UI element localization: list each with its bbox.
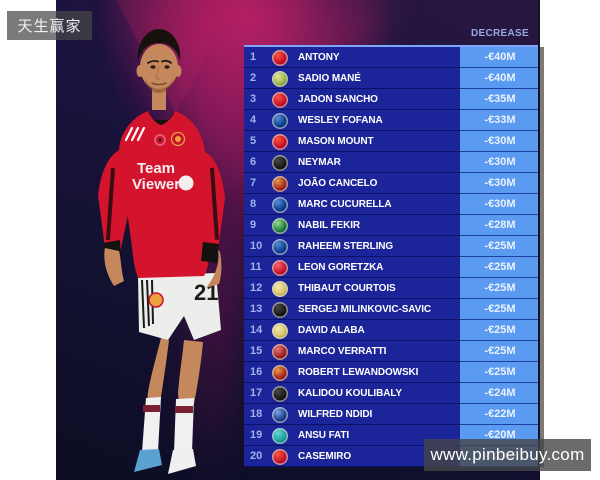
svg-text:Team: Team: [137, 160, 175, 177]
svg-text:Viewer: Viewer: [132, 176, 180, 193]
